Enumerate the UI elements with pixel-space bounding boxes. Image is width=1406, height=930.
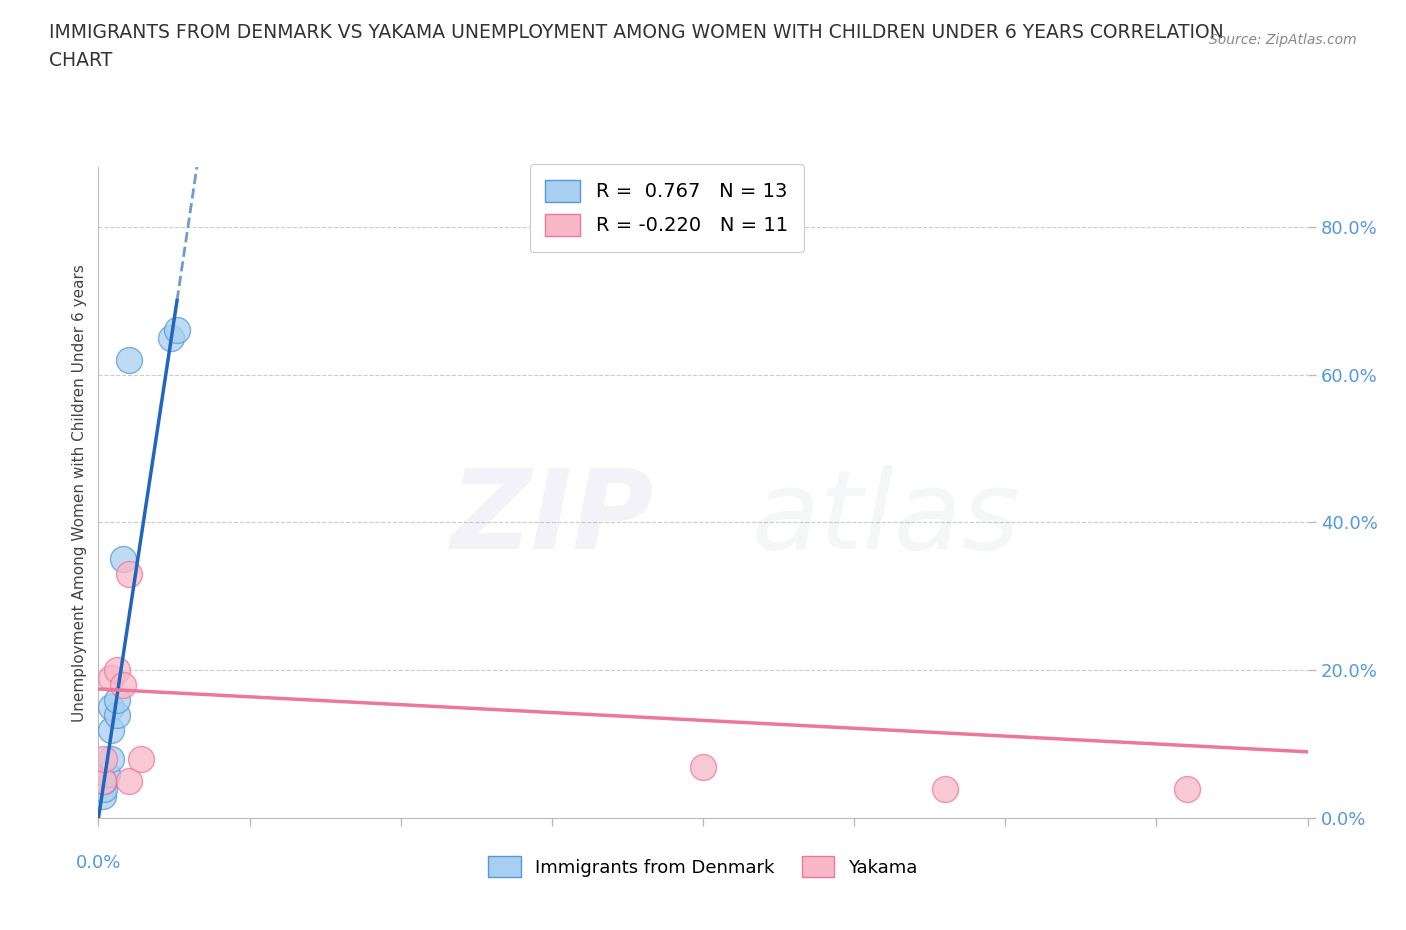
Text: 0.0%: 0.0% [76, 854, 121, 872]
Point [93, 781, 115, 796]
Point [100, 723, 122, 737]
Point [118, 774, 141, 789]
Point [93, 774, 115, 789]
Y-axis label: Unemployment Among Women with Children Under 6 years: Unemployment Among Women with Children U… [72, 264, 87, 722]
Point [111, 552, 134, 567]
Point [105, 693, 128, 708]
Point [692, 759, 714, 774]
Point [111, 678, 134, 693]
Point [118, 352, 141, 367]
Point [129, 751, 152, 766]
Text: atlas: atlas [751, 465, 1019, 573]
Text: IMMIGRANTS FROM DENMARK VS YAKAMA UNEMPLOYMENT AMONG WOMEN WITH CHILDREN UNDER 6: IMMIGRANTS FROM DENMARK VS YAKAMA UNEMPL… [49, 23, 1225, 42]
Point [1175, 781, 1198, 796]
Legend: Immigrants from Denmark, Yakama: Immigrants from Denmark, Yakama [481, 849, 925, 884]
Text: ZIP: ZIP [451, 465, 655, 573]
Point [118, 567, 141, 582]
Point [105, 663, 128, 678]
Point [934, 781, 956, 796]
Text: CHART: CHART [49, 51, 112, 70]
Point [100, 671, 122, 685]
Point [105, 708, 128, 723]
Point [166, 323, 188, 338]
Point [160, 330, 183, 345]
Point [91, 789, 114, 804]
Point [96, 766, 118, 781]
Point [100, 700, 122, 715]
Point [93, 751, 115, 766]
Text: Source: ZipAtlas.com: Source: ZipAtlas.com [1209, 33, 1357, 46]
Point [91, 774, 114, 789]
Point [100, 751, 122, 766]
